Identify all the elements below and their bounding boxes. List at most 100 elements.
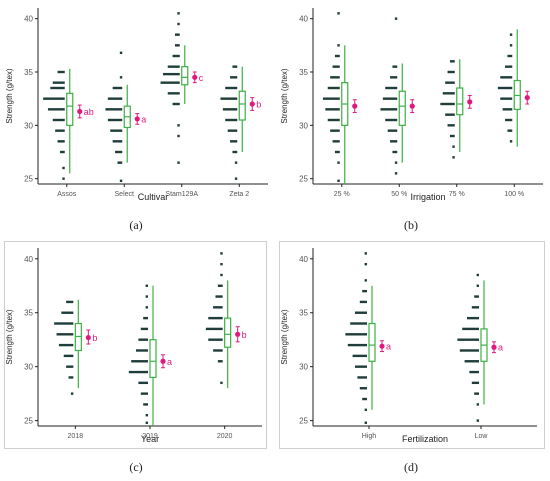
dot-row	[66, 300, 74, 304]
x-tick-label: 100 %	[504, 191, 524, 198]
y-tick-label: 25	[299, 175, 308, 184]
dot-row	[177, 161, 180, 164]
dot-row	[217, 284, 223, 287]
y-tick-label: 35	[24, 309, 33, 318]
x-tick-label: 25 %	[334, 191, 350, 198]
dot-row	[350, 322, 367, 325]
dot-row	[464, 360, 479, 363]
x-axis-label: Irrigation	[410, 192, 445, 202]
dot-row	[347, 343, 367, 347]
dot-row	[327, 118, 340, 122]
y-tick-label: 30	[299, 121, 308, 130]
dot-row	[172, 54, 180, 58]
dot-row	[385, 86, 398, 90]
dot-row	[380, 108, 398, 111]
dot-row	[362, 397, 367, 401]
iqr-box	[224, 317, 232, 348]
dot-row	[469, 370, 479, 374]
dot-row	[225, 118, 238, 122]
iqr-box	[149, 339, 157, 379]
dot-row	[68, 376, 74, 379]
dot-row	[330, 76, 340, 79]
x-tick-label: 2019	[142, 433, 158, 440]
dot-row	[445, 113, 455, 116]
dot-row	[119, 51, 123, 54]
dot-row	[325, 108, 340, 111]
dot-row	[509, 44, 513, 47]
dot-row	[322, 97, 340, 100]
significance-letter: a	[167, 357, 172, 367]
dot-row	[119, 76, 123, 79]
y-tick-label: 40	[299, 15, 308, 24]
dot-row	[364, 252, 367, 255]
dot-row	[476, 403, 479, 406]
dot-row	[392, 150, 398, 154]
dot-row	[59, 150, 65, 154]
dot-row	[138, 381, 148, 385]
dot-row	[337, 179, 340, 182]
dot-row	[332, 65, 340, 68]
dot-row	[107, 118, 123, 122]
dot-row	[364, 408, 367, 412]
dot-row	[507, 54, 513, 58]
x-tick-label: High	[362, 433, 377, 440]
mean-point	[249, 101, 255, 107]
dot-row	[50, 86, 65, 90]
dot-row	[110, 129, 123, 132]
mean-point	[77, 108, 83, 115]
y-tick-label: 35	[24, 68, 33, 77]
y-tick-label: 25	[299, 417, 308, 426]
dot-row	[208, 338, 223, 341]
iqr-box	[398, 90, 406, 126]
frame-d	[279, 241, 545, 449]
dot-row	[352, 354, 367, 358]
dot-row	[394, 172, 398, 175]
x-axis-label: Fertilization	[402, 434, 448, 444]
dot-row	[362, 289, 367, 293]
dot-row	[55, 129, 65, 132]
dot-row	[58, 343, 74, 347]
dot-row	[230, 76, 238, 79]
iqr-box	[181, 66, 189, 86]
dot-row	[145, 295, 148, 298]
dot-row	[442, 92, 455, 95]
y-tick-label: 30	[24, 363, 33, 372]
panel-label-a: (a)	[129, 218, 143, 232]
dot-row	[57, 70, 65, 74]
dot-row	[220, 273, 223, 277]
dot-row	[500, 97, 513, 100]
dot-row	[327, 86, 340, 90]
y-tick-label: 35	[299, 68, 308, 77]
dot-row	[54, 322, 74, 325]
dot-row	[62, 166, 65, 170]
panel-a: 25 30 35 40 Strength (g/tex) Cultivar Assos ab S…	[0, 0, 275, 240]
dot-row	[449, 60, 455, 63]
dot-row	[394, 161, 398, 164]
dot-row	[143, 403, 148, 406]
x-tick-label: 75 %	[449, 191, 465, 198]
x-tick-label: 2018	[68, 433, 84, 440]
dot-row	[457, 338, 479, 341]
panel-b: 25 30 35 40 Strength (g/tex) Irrigation 25 % 50…	[275, 0, 550, 240]
dot-row	[66, 365, 74, 368]
dot-row	[462, 327, 479, 331]
dot-row	[57, 140, 65, 143]
dot-row	[232, 65, 238, 68]
dot-row	[390, 76, 398, 79]
dot-row	[167, 92, 180, 95]
dot-row	[474, 295, 479, 298]
dot-row	[105, 108, 123, 111]
dot-row	[337, 12, 340, 15]
dot-row	[131, 360, 148, 363]
dot-row	[476, 273, 479, 277]
dot-row	[174, 33, 180, 36]
dot-row	[234, 161, 238, 164]
dot-row	[509, 33, 513, 36]
y-tick-label: 25	[24, 175, 33, 184]
iqr-box	[456, 87, 464, 116]
dot-row	[222, 108, 238, 111]
dot-row	[476, 284, 479, 287]
dot-row	[452, 156, 455, 159]
mean-point	[524, 95, 530, 101]
